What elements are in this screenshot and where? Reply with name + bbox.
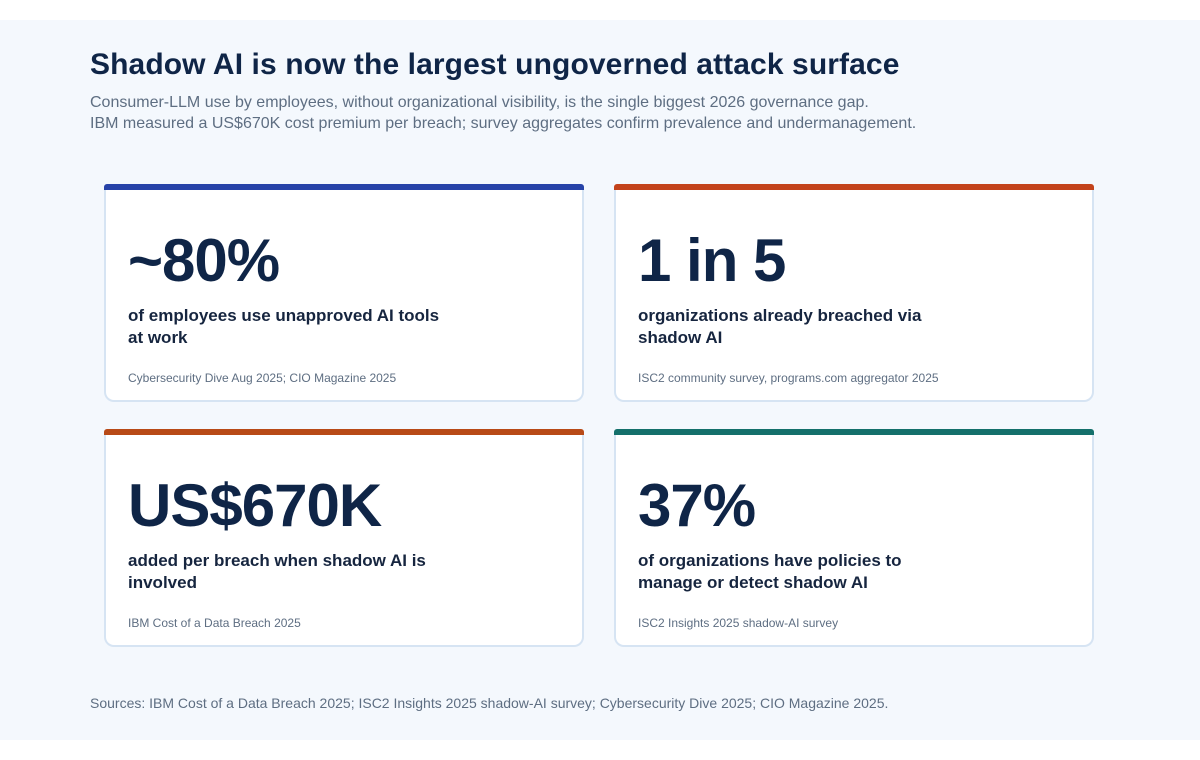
stat-card-employees-unapproved-ai: ~80% of employees use unapproved AI tool… [104,184,584,402]
stat-source: Cybersecurity Dive Aug 2025; CIO Magazin… [128,371,397,385]
card-accent-bar [614,184,1094,190]
slide: Shadow AI is now the largest ungoverned … [0,20,1200,740]
stat-source: IBM Cost of a Data Breach 2025 [128,616,301,630]
stat-description: of employees use unapproved AI tools at … [128,306,440,347]
subtitle-line-1: Consumer-LLM use by employees, without o… [90,94,869,111]
stat-description: organizations already breached via shado… [638,306,922,347]
subtitle-line-2: IBM measured a US$670K cost premium per … [90,115,917,132]
sources-footnote: Sources: IBM Cost of a Data Breach 2025;… [90,695,889,711]
page-subtitle: Consumer-LLM use by employees, without o… [90,92,1090,134]
page-title: Shadow AI is now the largest ungoverned … [90,48,900,81]
card-accent-bar [614,429,1094,435]
stat-card-breach-cost: US$670K added per breach when shadow AI … [104,429,584,647]
stat-card-orgs-breached: 1 in 5 organizations already breached vi… [614,184,1094,402]
stat-value: ~80% [128,227,280,294]
stat-value: 1 in 5 [638,227,786,294]
stat-value: US$670K [128,472,382,539]
card-accent-bar [104,184,584,190]
stat-description: of organizations have policies to manage… [638,551,902,592]
stat-source: ISC2 community survey, programs.com aggr… [638,371,939,385]
stat-source: ISC2 Insights 2025 shadow-AI survey [638,616,839,630]
card-accent-bar [104,429,584,435]
stat-value: 37% [638,472,756,539]
stat-card-policies: 37% of organizations have policies to ma… [614,429,1094,647]
stat-description: added per breach when shadow AI is invol… [128,551,426,592]
